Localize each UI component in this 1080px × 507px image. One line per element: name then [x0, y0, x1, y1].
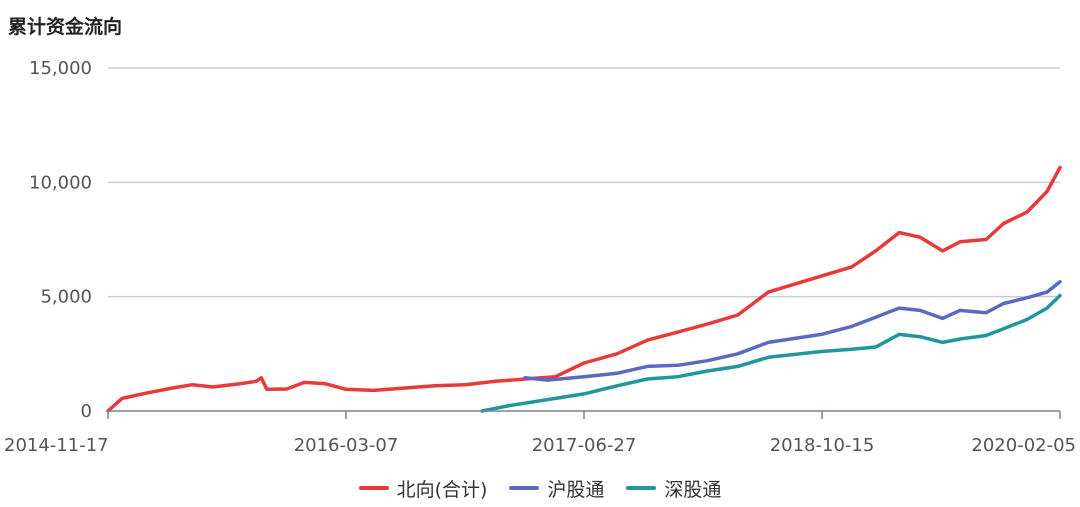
series-line-2[interactable]: [480, 293, 1062, 413]
legend: 北向(合计) 沪股通 深股通: [0, 474, 1080, 502]
legend-swatch-shanghai: [509, 486, 540, 490]
x-axis: 2014-11-17 2016-03-07 2017-06-27 2018-10-15…: [4, 410, 1076, 456]
legend-label-shenzhen: 深股通: [664, 478, 722, 501]
y-tick-label: 10,000: [29, 172, 92, 193]
series-line-1[interactable]: [523, 280, 1062, 382]
x-tick-label: 2016-03-07: [294, 435, 399, 456]
series-lines: [106, 165, 1062, 413]
legend-label-shanghai: 沪股通: [547, 478, 605, 501]
y-axis-labels: 0 5,000 10,000 15,000: [29, 58, 92, 422]
legend-item-shenzhen[interactable]: 深股通: [626, 475, 721, 502]
x-tick-label: 2017-06-27: [532, 435, 637, 456]
chart-title: 累计资金流向: [8, 16, 123, 38]
x-tick-label: 2014-11-17: [4, 435, 109, 456]
x-tick-label: 2018-10-15: [770, 435, 875, 456]
x-tick-label: 2020-02-05: [971, 435, 1076, 456]
legend-label-north: 北向(合计): [396, 478, 488, 501]
series-line-0[interactable]: [106, 165, 1062, 413]
grid-lines: [108, 67, 1060, 298]
y-tick-label: 0: [81, 401, 92, 422]
y-tick-label: 5,000: [40, 287, 92, 308]
legend-item-shanghai[interactable]: 沪股通: [509, 475, 604, 502]
y-tick-label: 15,000: [29, 58, 92, 79]
legend-swatch-shenzhen: [626, 486, 657, 490]
legend-swatch-north: [358, 486, 389, 490]
legend-item-north[interactable]: 北向(合计): [358, 475, 488, 502]
